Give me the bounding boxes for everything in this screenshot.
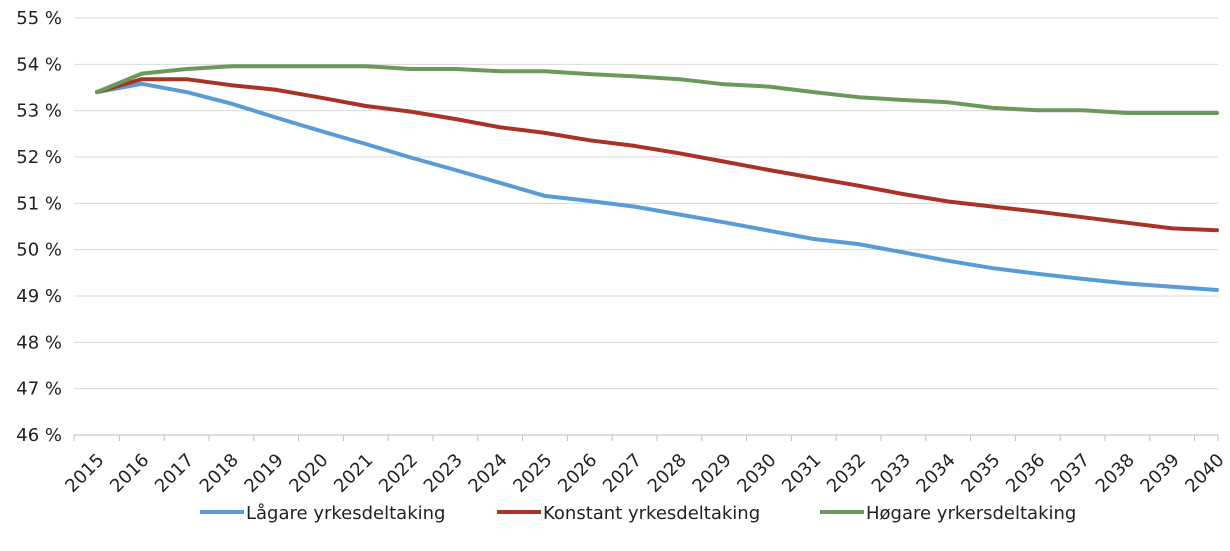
x-tick-label: 2028 — [644, 450, 691, 497]
x-tick-label: 2039 — [1136, 450, 1183, 497]
legend-label: Lågare yrkesdeltaking — [246, 503, 445, 524]
x-tick-label: 2032 — [823, 450, 870, 497]
x-tick-label: 2021 — [330, 450, 377, 497]
series-lines — [95, 64, 1219, 292]
y-tick-label: 51 % — [16, 193, 62, 214]
grid-lines — [74, 17, 1218, 436]
y-tick-label: 53 % — [16, 101, 62, 122]
legend: Lågare yrkesdeltaking Konstant yrkesdelta… — [200, 503, 1076, 524]
x-tick-label: 2027 — [599, 450, 646, 497]
x-tick-label: 2033 — [868, 450, 915, 497]
series-line-2 — [95, 77, 1219, 233]
y-axis: 46 % 47 % 48 % 49 % 50 % 51 % 52 % 53 % 54 % 55 % — [16, 8, 62, 446]
legend-label: Høgare yrkersdeltaking — [866, 503, 1076, 524]
x-tick-label: 2024 — [464, 450, 511, 497]
x-tick-label: 2037 — [1047, 450, 1094, 497]
y-tick-label: 52 % — [16, 147, 62, 168]
x-tick-label: 2030 — [733, 450, 780, 497]
x-tick-label: 2036 — [1002, 450, 1049, 497]
y-tick-label: 50 % — [16, 240, 62, 261]
x-tick-label: 2019 — [240, 450, 287, 497]
y-tick-label: 55 % — [16, 8, 62, 29]
x-tick-label: 2029 — [688, 450, 735, 497]
series-line-3 — [95, 64, 1219, 115]
y-tick-label: 48 % — [16, 332, 62, 353]
x-axis: 2015201620172018201920202021202220232024… — [61, 434, 1229, 497]
y-tick-label: 46 % — [16, 425, 62, 446]
x-tick-label: 2031 — [778, 450, 825, 497]
y-tick-label: 47 % — [16, 379, 62, 400]
x-tick-label: 2018 — [196, 450, 243, 497]
x-tick-label: 2020 — [285, 450, 332, 497]
x-tick-label: 2040 — [1181, 450, 1228, 497]
x-tick-label: 2025 — [509, 450, 556, 497]
x-tick-label: 2017 — [151, 450, 198, 497]
x-tick-label: 2026 — [554, 450, 601, 497]
x-tick-label: 2023 — [420, 450, 467, 497]
y-tick-label: 54 % — [16, 54, 62, 75]
x-tick-label: 2022 — [375, 450, 422, 497]
x-tick-label: 2035 — [957, 450, 1004, 497]
x-tick-label: 2015 — [61, 450, 108, 497]
legend-label: Konstant yrkesdeltaking — [543, 503, 760, 524]
y-tick-label: 49 % — [16, 286, 62, 307]
series-line-1 — [95, 81, 1219, 292]
x-tick-label: 2038 — [1092, 450, 1139, 497]
x-tick-label: 2016 — [106, 450, 153, 497]
x-tick-label: 2034 — [912, 450, 959, 497]
